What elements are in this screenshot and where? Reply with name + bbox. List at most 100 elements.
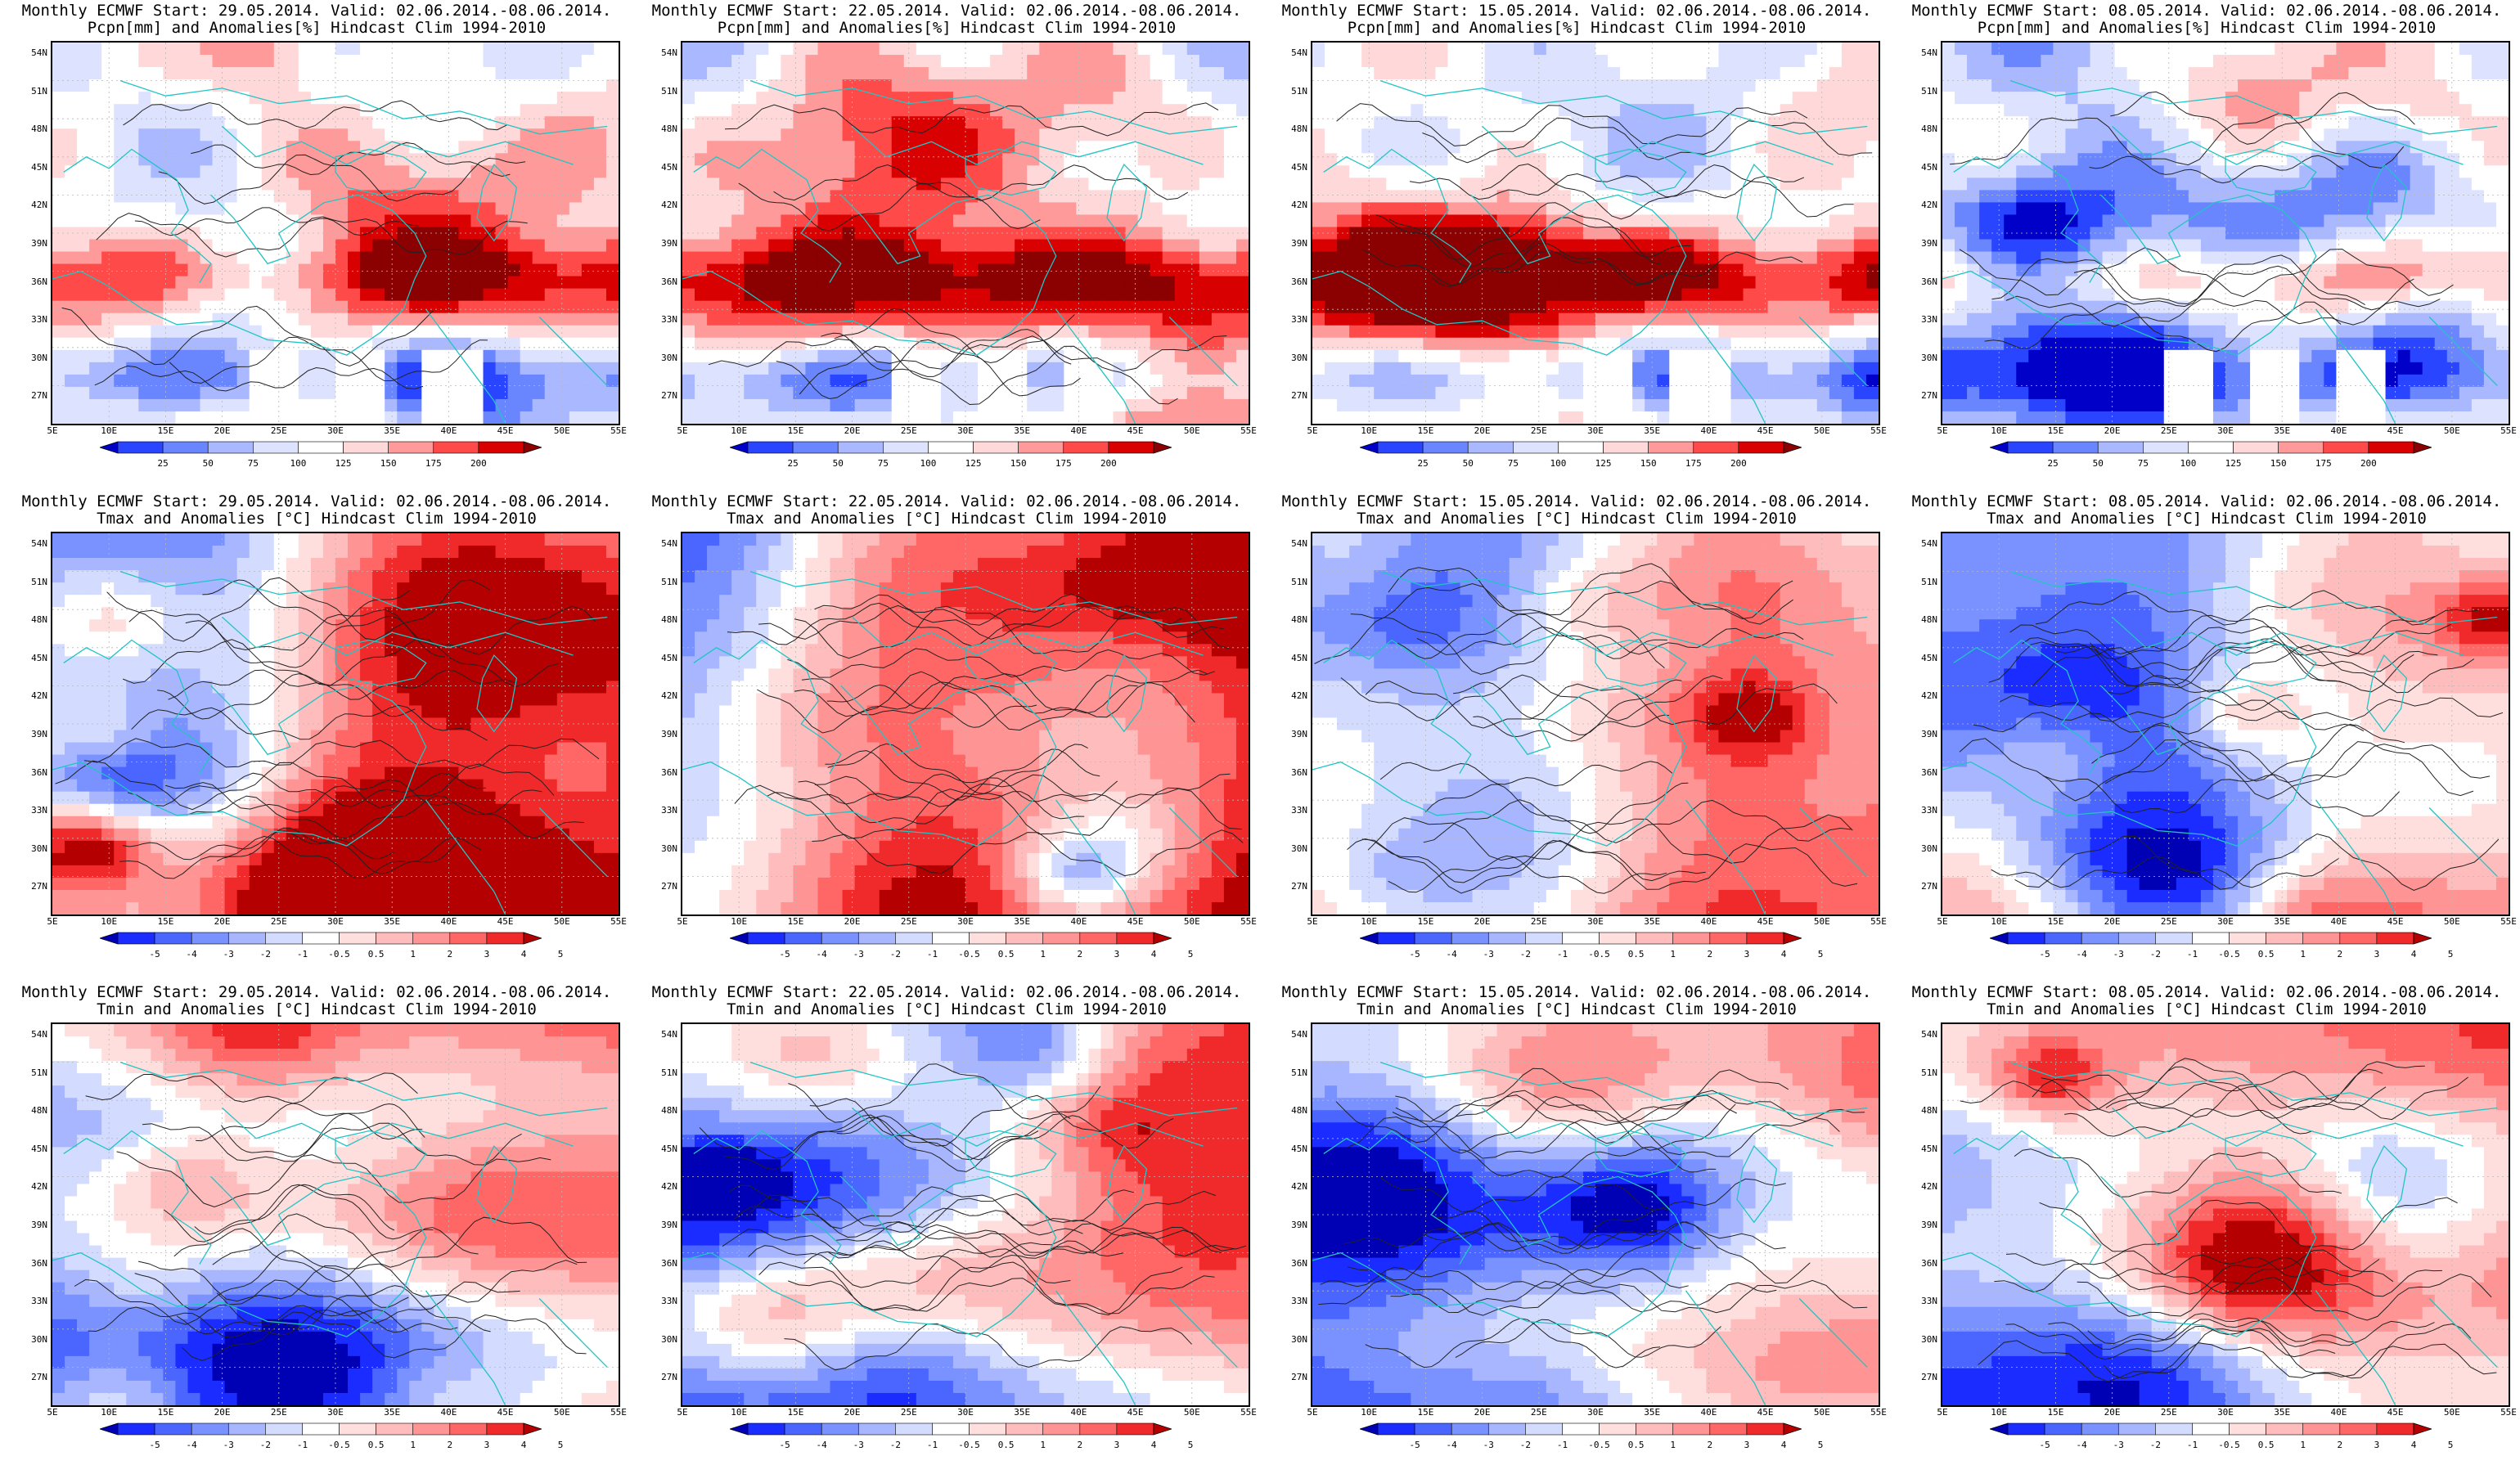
lat-tick-label: 51N [1905, 1067, 1937, 1078]
lat-tick-label: 30N [15, 843, 47, 854]
colorbar-swatch [1739, 442, 1784, 453]
lon-tick-label: 35E [2266, 1407, 2298, 1418]
colorbar-swatch [2045, 1423, 2081, 1435]
map-plot [681, 1022, 1250, 1407]
lon-tick-label: 40E [1692, 425, 1725, 436]
map-panel: Monthly ECMWF Start: 29.05.2014. Valid: … [2, 983, 632, 1474]
map-panel: Monthly ECMWF Start: 08.05.2014. Valid: … [1892, 2, 2520, 492]
lat-tick-label: 33N [1905, 314, 1937, 325]
lon-tick-label: 45E [2379, 1407, 2412, 1418]
colorbar-max-arrow [1154, 932, 1172, 944]
colorbar-label: 200 [1091, 458, 1127, 469]
colorbar-label: 1 [1655, 949, 1691, 959]
lon-tick-label: 25E [1523, 425, 1555, 436]
colorbar-swatch [118, 932, 155, 944]
lat-tick-label: 27N [1275, 1372, 1307, 1382]
colorbar-label: -2 [2137, 949, 2173, 959]
colorbar-swatch [1710, 1423, 1747, 1435]
colorbar-swatch [2192, 1423, 2229, 1435]
lon-tick-label: 35E [1636, 425, 1668, 436]
lat-tick-label: 54N [15, 47, 47, 58]
colorbar-swatch [1600, 932, 1636, 944]
lon-tick-label: 30E [2209, 1407, 2242, 1418]
colorbar-swatch [970, 932, 1006, 944]
colorbar-swatch [2266, 1423, 2303, 1435]
colorbar-swatch [191, 932, 228, 944]
map-plot [1941, 41, 2510, 425]
panel-title: Monthly ECMWF Start: 22.05.2014. Valid: … [632, 983, 1262, 1001]
colorbar-label: 75 [865, 458, 901, 469]
lat-tick-label: 39N [1275, 1220, 1307, 1230]
colorbar-swatch [2324, 442, 2369, 453]
colorbar-label: 5 [542, 949, 578, 959]
colorbar-swatch [1043, 932, 1080, 944]
colorbar-swatch [1080, 1423, 1117, 1435]
lon-tick-label: 50E [1806, 425, 1838, 436]
colorbar [730, 441, 1172, 454]
lon-tick-label: 55E [1232, 425, 1265, 436]
lat-tick-label: 42N [645, 690, 677, 701]
lat-tick-label: 51N [15, 1067, 47, 1078]
panel-subtitle: Pcpn[mm] and Anomalies[%] Hindcast Clim … [2, 19, 632, 37]
lon-tick-label: 10E [1352, 1407, 1385, 1418]
colorbar-swatch [2340, 1423, 2377, 1435]
colorbar-swatch [1636, 932, 1673, 944]
colorbar-swatch [2303, 1423, 2340, 1435]
colorbar-min-arrow [730, 932, 748, 944]
colorbar-swatch [376, 932, 413, 944]
lat-tick-label: 27N [15, 1372, 47, 1382]
colorbar-swatch [2234, 442, 2279, 453]
colorbar-swatch [1562, 932, 1599, 944]
colorbar-label: -4 [173, 1440, 209, 1450]
lat-tick-label: 33N [645, 1296, 677, 1306]
lon-tick-label: 25E [2153, 916, 2185, 927]
anomaly-map [1942, 533, 2509, 915]
anomaly-map [682, 533, 1249, 915]
colorbar-label: 4 [2396, 1440, 2432, 1450]
panel-subtitle: Tmin and Anomalies [°C] Hindcast Clim 19… [1892, 1000, 2520, 1018]
colorbar-label: -0.5 [1582, 949, 1618, 959]
lat-tick-label: 39N [1275, 238, 1307, 249]
colorbar-label: -3 [2100, 1440, 2136, 1450]
colorbar-label: 25 [1405, 458, 1441, 469]
colorbar-label: 50 [2080, 458, 2116, 469]
lon-tick-label: 20E [836, 916, 869, 927]
lon-tick-label: 10E [722, 1407, 755, 1418]
colorbar-label: 125 [326, 458, 362, 469]
colorbar-swatch [2377, 1423, 2414, 1435]
colorbar-swatch [1636, 1423, 1673, 1435]
colorbar-label: -1 [2174, 949, 2210, 959]
colorbar-label: 5 [2432, 949, 2468, 959]
colorbar-swatch [2340, 932, 2377, 944]
lon-tick-label: 20E [836, 425, 869, 436]
lat-tick-label: 42N [1275, 200, 1307, 210]
lon-tick-label: 15E [1409, 916, 1442, 927]
colorbar-label: 1 [1025, 949, 1061, 959]
colorbar-max-arrow [1784, 442, 1802, 453]
colorbar-swatch [748, 932, 785, 944]
lon-tick-label: 25E [893, 916, 925, 927]
lon-tick-label: 5E [666, 1407, 699, 1418]
colorbar-label: 0.5 [358, 949, 394, 959]
colorbar-label: 75 [235, 458, 271, 469]
lon-tick-label: 25E [263, 1407, 295, 1418]
colorbar-label: -2 [877, 1440, 913, 1450]
colorbar-label: 75 [1495, 458, 1531, 469]
lon-tick-label: 5E [1296, 1407, 1329, 1418]
colorbar-swatch [340, 932, 376, 944]
lat-tick-label: 27N [1275, 881, 1307, 892]
lat-tick-label: 48N [645, 1105, 677, 1116]
lon-tick-label: 55E [2492, 1407, 2520, 1418]
colorbar-label: 2 [2322, 1440, 2358, 1450]
lat-tick-label: 39N [1905, 238, 1937, 249]
colorbar [1990, 441, 2432, 454]
colorbar-label: -5 [1397, 949, 1433, 959]
colorbar-label: -5 [767, 1440, 803, 1450]
lon-tick-label: 45E [1119, 1407, 1152, 1418]
panel-subtitle: Tmax and Anomalies [°C] Hindcast Clim 19… [2, 510, 632, 528]
lon-tick-label: 55E [602, 916, 635, 927]
colorbar-label: -5 [767, 949, 803, 959]
colorbar-swatch [1019, 442, 1064, 453]
panel-subtitle: Tmin and Anomalies [°C] Hindcast Clim 19… [2, 1000, 632, 1018]
colorbar-swatch [883, 442, 928, 453]
